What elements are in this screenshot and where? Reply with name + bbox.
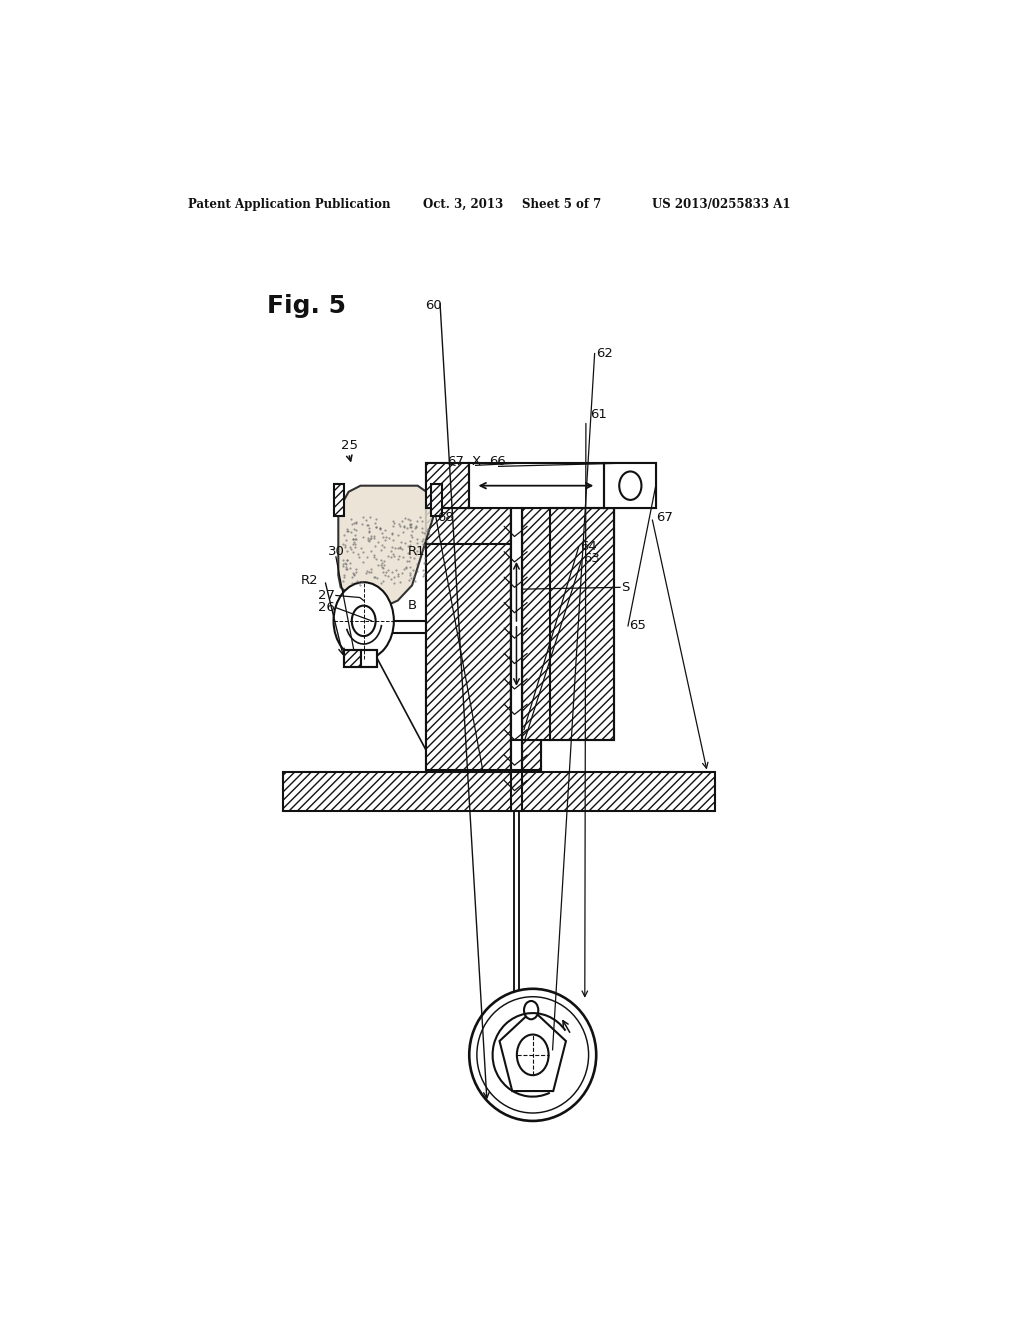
Circle shape: [524, 1001, 539, 1019]
Text: 61: 61: [590, 408, 607, 421]
Text: 66: 66: [489, 455, 506, 467]
Text: US 2013/0255833 A1: US 2013/0255833 A1: [652, 198, 791, 211]
Text: S: S: [622, 581, 630, 594]
Text: 67: 67: [447, 455, 464, 467]
Bar: [344, 651, 377, 667]
Circle shape: [620, 471, 641, 500]
Bar: [426, 463, 655, 508]
Bar: [344, 651, 360, 667]
Bar: [522, 508, 541, 771]
Bar: [511, 508, 522, 739]
Bar: [334, 483, 344, 516]
Text: 63: 63: [584, 552, 600, 565]
Text: Fig. 5: Fig. 5: [267, 294, 346, 318]
Text: 67: 67: [655, 511, 673, 524]
Text: B: B: [408, 599, 417, 612]
Bar: [522, 508, 613, 739]
Ellipse shape: [477, 997, 589, 1113]
Text: 65: 65: [630, 619, 646, 632]
Text: 64: 64: [581, 540, 597, 553]
Text: 68: 68: [437, 511, 455, 524]
Bar: [511, 508, 522, 771]
Circle shape: [517, 1035, 549, 1076]
Text: Oct. 3, 2013: Oct. 3, 2013: [423, 198, 504, 211]
Text: R1: R1: [408, 545, 425, 558]
Bar: [426, 508, 511, 771]
Text: Sheet 5 of 7: Sheet 5 of 7: [521, 198, 601, 211]
Text: X: X: [472, 455, 480, 467]
Bar: [360, 651, 377, 667]
Polygon shape: [500, 1010, 566, 1092]
Text: 26: 26: [318, 601, 335, 614]
Text: 27: 27: [318, 589, 336, 602]
Bar: [550, 508, 613, 739]
Bar: [511, 508, 550, 739]
Bar: [426, 508, 541, 771]
Ellipse shape: [469, 989, 596, 1121]
Bar: [604, 463, 655, 508]
Polygon shape: [338, 486, 433, 607]
Bar: [431, 483, 442, 516]
Circle shape: [352, 606, 376, 636]
Text: Patent Application Publication: Patent Application Publication: [187, 198, 390, 211]
Text: R2: R2: [301, 574, 318, 586]
Text: 25: 25: [341, 438, 357, 451]
Bar: [283, 772, 715, 810]
Text: 60: 60: [426, 300, 442, 313]
Text: 30: 30: [328, 545, 345, 558]
Bar: [426, 463, 469, 508]
Bar: [426, 508, 613, 544]
Text: 62: 62: [596, 347, 613, 360]
Circle shape: [334, 582, 394, 660]
